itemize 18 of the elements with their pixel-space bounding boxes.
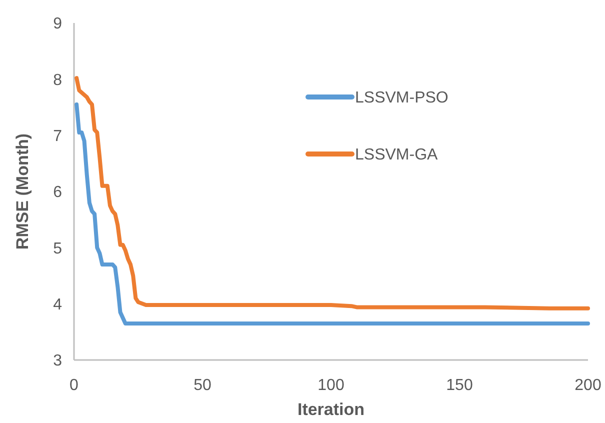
y-tick-label: 5 <box>53 240 62 258</box>
x-tick-label: 200 <box>574 377 602 394</box>
y-axis-title: RMSE (Month) <box>13 133 32 250</box>
x-tick-label: 0 <box>70 377 79 394</box>
y-tick-label: 6 <box>53 184 62 202</box>
legend-label: LSSVM-GA <box>355 146 438 164</box>
legend-label: LSSVM-PSO <box>355 90 448 107</box>
y-tick-label: 7 <box>53 128 62 145</box>
x-tick-label: 150 <box>446 377 473 394</box>
x-tick-label: 50 <box>194 377 212 394</box>
line-series <box>74 76 590 310</box>
x-tick-label: 100 <box>318 377 344 394</box>
y-tick-label: 4 <box>53 296 62 314</box>
y-tick-label: 3 <box>53 352 62 370</box>
x-axis-title: Iteration <box>297 400 365 419</box>
line-series <box>74 102 590 326</box>
y-tick-label: 8 <box>53 72 62 89</box>
y-tick-label: 9 <box>53 16 62 33</box>
